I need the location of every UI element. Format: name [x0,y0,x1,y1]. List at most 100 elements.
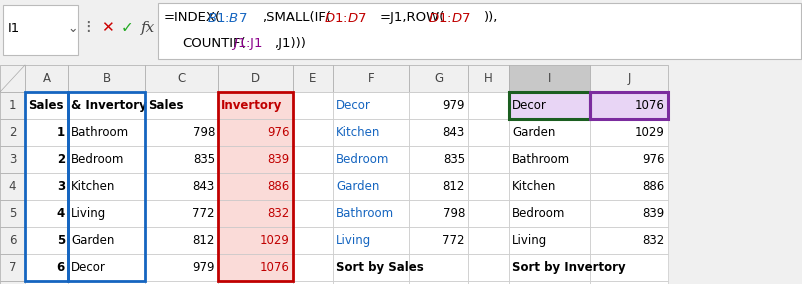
Text: 835: 835 [192,153,215,166]
Text: 843: 843 [192,180,215,193]
Bar [589,200,667,227]
Text: E: E [309,72,316,85]
Bar [589,227,667,254]
Bar [589,92,667,119]
Bar [333,254,408,281]
Text: Garden: Garden [512,126,555,139]
Text: & Invertory: & Invertory [71,99,147,112]
Text: 886: 886 [642,180,664,193]
Text: Bedroom: Bedroom [71,153,124,166]
Bar [293,92,333,119]
Bar [468,227,508,254]
Text: 812: 812 [442,180,464,193]
Text: 979: 979 [442,99,464,112]
Bar [145,281,217,284]
Bar [333,173,408,200]
Bar [25,254,68,281]
Text: Living: Living [512,234,547,247]
Bar [508,227,589,254]
Bar [25,200,68,227]
Bar [589,281,667,284]
Text: 839: 839 [642,207,664,220]
Bar [333,65,408,92]
Bar [0,119,25,146]
Text: Decor: Decor [71,261,106,274]
Bar [508,146,589,173]
Bar [68,200,145,227]
Bar [68,281,145,284]
Text: 1: 1 [57,126,65,139]
Bar [0,146,25,173]
Text: ⌄: ⌄ [67,22,78,34]
Bar [293,146,333,173]
Bar [25,173,68,200]
Text: 976: 976 [642,153,664,166]
Text: Decor: Decor [335,99,371,112]
Text: A: A [43,72,51,85]
Text: Sales: Sales [28,99,63,112]
Bar [68,173,145,200]
Bar [468,65,508,92]
Text: 1: 1 [9,99,16,112]
Bar [0,200,25,227]
Bar [158,3,800,59]
Text: 1029: 1029 [634,126,664,139]
Text: 832: 832 [642,234,664,247]
Bar [408,281,468,284]
Bar [293,65,333,92]
Bar [217,227,293,254]
Text: ✓: ✓ [121,20,134,36]
Text: Bathroom: Bathroom [512,153,569,166]
Text: Invertory: Invertory [221,99,282,112]
Bar [217,200,293,227]
Bar [145,227,217,254]
Bar [468,254,508,281]
Bar [217,254,293,281]
Bar [0,0,802,62]
Bar [408,119,468,146]
Bar [333,92,408,119]
Bar [0,227,25,254]
Text: I1: I1 [8,22,20,34]
Text: 7: 7 [9,261,16,274]
Text: $D$1:$D$7: $D$1:$D$7 [323,11,367,24]
Bar [25,281,68,284]
Bar [589,173,667,200]
Bar [217,92,293,119]
Bar [408,200,468,227]
Bar [468,146,508,173]
Text: Sort by Invertory: Sort by Invertory [512,261,625,274]
Text: Living: Living [335,234,371,247]
Text: Living: Living [71,207,106,220]
Bar [217,281,293,284]
Text: 839: 839 [267,153,290,166]
Bar [468,119,508,146]
Bar [589,146,667,173]
Text: 4: 4 [57,207,65,220]
Bar [68,254,145,281]
Bar [25,92,68,281]
Bar [145,92,217,119]
Text: Bedroom: Bedroom [335,153,389,166]
Text: Bedroom: Bedroom [512,207,565,220]
Bar [68,92,145,281]
Bar [589,119,667,146]
Text: Kitchen: Kitchen [71,180,115,193]
Bar [508,200,589,227]
Bar [25,146,68,173]
Text: ,J1))): ,J1))) [274,37,306,51]
Text: =J1,ROW(: =J1,ROW( [379,11,444,24]
Text: 2: 2 [57,153,65,166]
Text: 1076: 1076 [634,99,664,112]
Bar [589,92,667,119]
Bar [68,227,145,254]
Bar [145,200,217,227]
Text: 979: 979 [192,261,215,274]
Text: C: C [177,72,185,85]
Bar [217,92,293,281]
Bar [508,119,589,146]
Bar [68,92,145,119]
Bar [508,281,589,284]
Bar [25,65,68,92]
Bar [25,227,68,254]
